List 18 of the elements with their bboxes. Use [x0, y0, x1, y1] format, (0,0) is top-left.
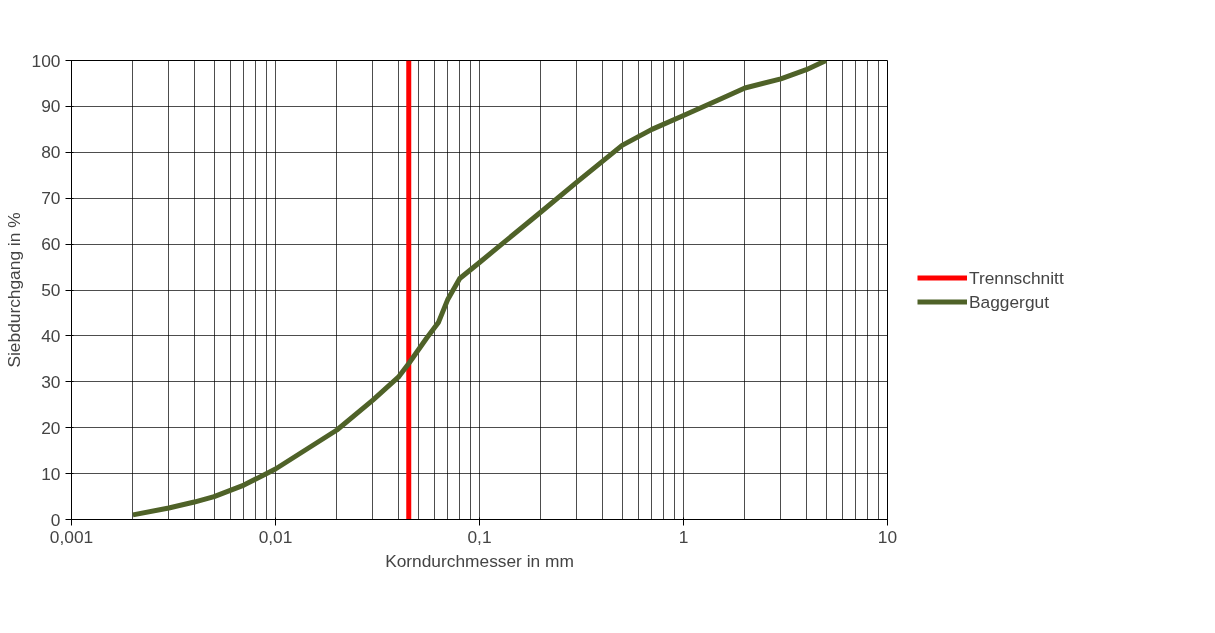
- y-tick-label: 40: [41, 325, 61, 346]
- y-axis-title: Siebdurchgang in %: [3, 212, 24, 368]
- y-tick-label: 90: [41, 96, 61, 117]
- x-tick-label: 0,01: [258, 526, 293, 547]
- x-tick-label: 1: [678, 526, 689, 547]
- x-tick-label: 0,1: [467, 526, 492, 547]
- y-tick-label: 80: [41, 142, 61, 163]
- y-tick-label: 60: [41, 234, 61, 255]
- legend-label: Trennschnitt: [969, 267, 1064, 288]
- x-axis-title: Korndurchmesser in mm: [385, 550, 574, 571]
- y-tick-label: 70: [41, 188, 61, 209]
- y-tick-label: 20: [41, 417, 61, 438]
- y-tick-label: 100: [31, 50, 61, 71]
- y-tick-label: 10: [41, 463, 61, 484]
- legend-label: Baggergut: [969, 291, 1049, 312]
- y-tick-label: 30: [41, 371, 61, 392]
- x-tick-label: 10: [877, 526, 898, 547]
- y-tick-label: 50: [41, 280, 61, 300]
